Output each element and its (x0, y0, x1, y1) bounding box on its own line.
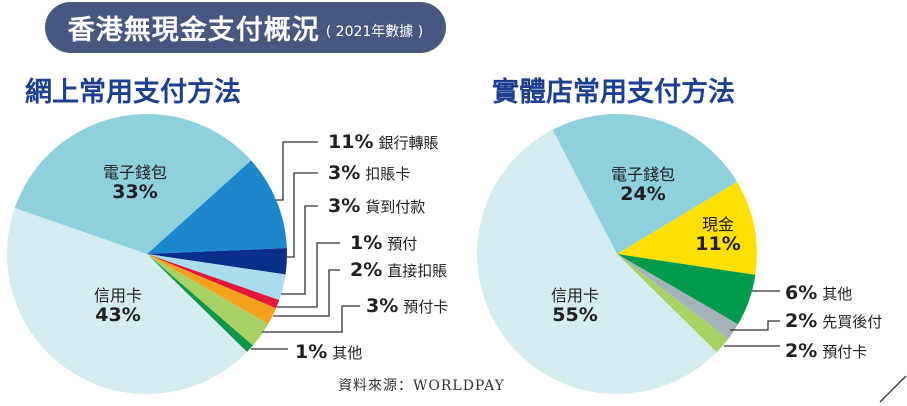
legend-right-prepaid: 2% 預付卡 (785, 340, 868, 362)
title-banner: 香港無現金支付概況 ( 2021年數據 ) (45, 2, 446, 53)
pie-slice-銀行轉賬 (147, 160, 287, 254)
pie-slice-貨到付款 (147, 254, 286, 301)
pie-slice-先買後付 (617, 254, 738, 340)
leader-line (281, 205, 318, 295)
legend-direct-debit: 2% 直接扣賬 (350, 259, 448, 281)
leader-line (262, 305, 360, 333)
pie-slice-預付卡 (147, 254, 269, 346)
pie-slice-信用卡 (6, 207, 248, 395)
source-note: 資料來源：WORLDPAY (338, 378, 505, 394)
legend-right-other: 6% 其他 (785, 282, 853, 304)
legend-other: 1% 其他 (295, 341, 363, 363)
leader-lines (251, 141, 907, 403)
right-label-wallet: 電子錢包 24% (610, 164, 676, 206)
chart-title: 香港無現金支付概況 (67, 15, 320, 46)
pie-slice-電子錢包 (14, 113, 252, 254)
right-chart-title: 實體店常用支付方法 (492, 77, 735, 108)
pie-slice-信用卡 (476, 129, 717, 394)
legend-bank-transfer: 11% 銀行轉賬 (328, 131, 439, 153)
pie-slice-現金 (617, 181, 757, 275)
pie-slice-其他 (617, 254, 756, 325)
pie-slice-電子錢包 (552, 114, 738, 254)
right-pie (476, 114, 757, 394)
left-pie (6, 113, 287, 395)
leader-line (276, 141, 318, 201)
legend-prepaid-card: 3% 預付卡 (366, 295, 449, 317)
left-label-credit: 信用卡 43% (93, 285, 143, 327)
left-label-wallet: 電子錢包 33% (102, 162, 168, 204)
leader-line (730, 320, 780, 331)
left-chart-title: 網上常用支付方法 (25, 77, 241, 108)
chart-subtitle: ( 2021年數據 ) (325, 23, 424, 40)
leader-line (273, 269, 340, 317)
leader-line (287, 172, 318, 258)
pie-slice-預付卡 (617, 254, 729, 353)
pie-slice-其他 (147, 254, 253, 352)
leader-line (277, 242, 340, 308)
legend-cod: 3% 貨到付款 (328, 195, 426, 217)
legend-prepay: 1% 預付 (350, 232, 418, 254)
pie-slice-扣賬卡 (147, 248, 287, 275)
decorative-slash (879, 375, 907, 403)
legend-bnpl: 2% 先買後付 (785, 310, 883, 332)
legend-debit-card: 3% 扣賬卡 (328, 162, 411, 184)
right-label-credit: 信用卡 55% (550, 285, 600, 327)
pie-slice-直接扣賬 (147, 254, 277, 324)
right-label-cash: 現金 11% (695, 214, 741, 256)
pie-slice-預付 (147, 254, 280, 309)
